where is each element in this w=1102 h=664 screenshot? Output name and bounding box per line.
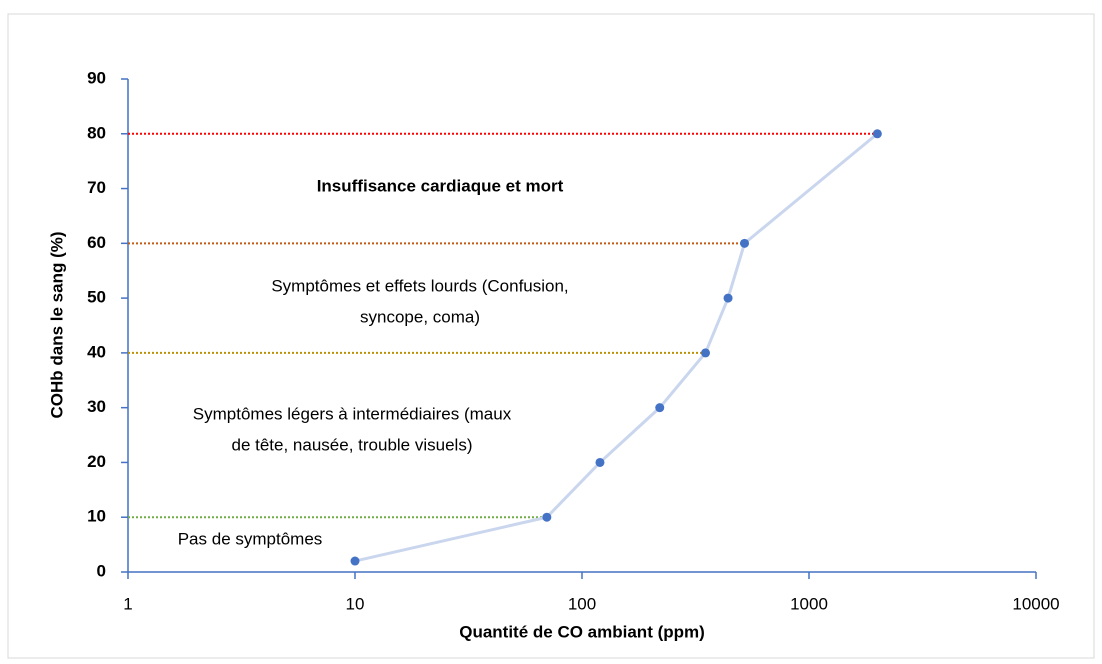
annotation: Pas de symptômes [178,529,323,548]
data-point [350,556,360,566]
x-tick-label: 10000 [1012,594,1059,613]
chart-frame [7,13,1095,659]
y-tick-label: 10 [87,507,106,526]
annotation: Insuffisance cardiaque et mort [317,176,564,195]
y-axis-label: COHb dans le sang (%) [47,231,66,418]
x-axis-label: Quantité de CO ambiant (ppm) [459,622,705,641]
x-tick-label: 1 [123,594,132,613]
annotation: syncope, coma) [360,307,480,326]
data-point [655,403,665,413]
annotation: Symptômes légers à intermédiaires (maux [193,404,512,423]
y-tick-label: 80 [87,123,106,142]
y-tick-label: 30 [87,397,106,416]
data-point [595,457,605,467]
y-tick-label: 50 [87,288,106,307]
y-tick-label: 70 [87,178,106,197]
y-tick-label: 90 [87,68,106,87]
x-tick-label: 1000 [790,594,828,613]
data-point [701,348,711,358]
data-line [354,132,879,563]
data-point [542,512,552,522]
annotation: Symptômes et effets lourds (Confusion, [271,276,568,295]
y-tick-label: 0 [97,561,106,580]
data-point [872,129,882,139]
x-tick-label: 100 [568,594,596,613]
y-tick-label: 20 [87,452,106,471]
y-tick-label: 40 [87,342,106,361]
annotation: de tête, nausée, trouble visuels) [232,435,473,454]
data-point [740,238,750,248]
x-tick-label: 10 [346,594,365,613]
data-point [723,293,733,303]
y-tick-label: 60 [87,233,106,252]
